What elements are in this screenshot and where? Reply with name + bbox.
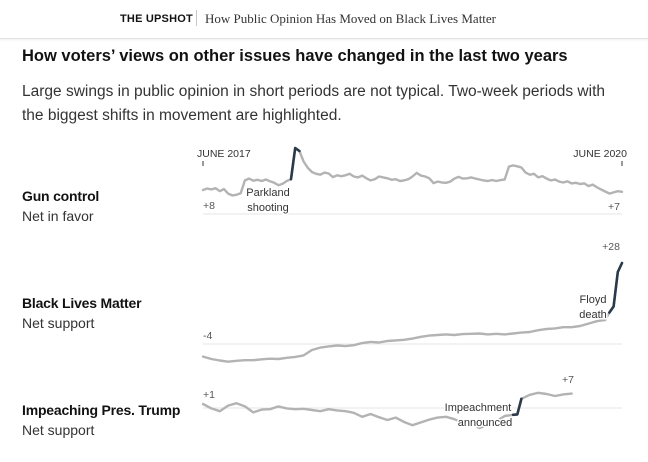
row-name: Impeaching Pres. Trump	[22, 402, 181, 418]
row-name: Black Lives Matter	[22, 295, 142, 311]
row-metric: Net support	[22, 315, 95, 331]
article-title-link[interactable]: How Public Opinion Has Moved on Black Li…	[205, 11, 497, 26]
end-value-label-2: +7	[562, 374, 574, 386]
highlight-segment-1	[608, 261, 624, 314]
highlight-segment-2	[511, 397, 523, 417]
start-value-label-2: +1	[203, 389, 215, 401]
row-label-black-lives-matter: Black Lives Matter Net support	[22, 295, 142, 331]
annotation-label-0-0: Parkland	[246, 187, 289, 199]
row-metric: Net support	[22, 422, 95, 438]
brand-logo[interactable]: THE UPSHOT	[120, 13, 193, 25]
end-value-label-0: +7	[608, 201, 620, 213]
end-value-label-1: +28	[602, 241, 620, 253]
start-value-label-0: +8	[203, 200, 215, 212]
row-label-impeaching-trump: Impeaching Pres. Trump Net support	[22, 402, 180, 438]
annotation-label-2-1: announced	[458, 417, 512, 429]
series-line-2	[201, 391, 573, 430]
top-bar: THE UPSHOT How Public Opinion Has Moved …	[0, 0, 648, 39]
x-end-label: JUNE 2020	[573, 148, 627, 160]
annotation-label-0-1: shooting	[247, 202, 289, 214]
row-name: Gun control	[22, 188, 100, 204]
section-heading: How voters’ views on other issues have c…	[22, 47, 568, 65]
header-divider	[196, 10, 197, 26]
highlight-segment-0	[289, 146, 301, 181]
section-subtitle: Large swings in public opinion in short …	[22, 83, 605, 124]
annotation-label-1-1: death	[579, 309, 607, 321]
row-metric: Net in favor	[22, 208, 94, 224]
series-line-0	[201, 146, 624, 197]
annotation-label-2-0: Impeachment	[445, 402, 512, 414]
x-start-label: JUNE 2017	[197, 148, 251, 160]
series-line-1	[201, 261, 624, 363]
annotation-label-1-0: Floyd	[580, 294, 607, 306]
start-value-label-1: -4	[203, 330, 212, 342]
row-label-gun-control: Gun control Net in favor	[22, 188, 99, 224]
